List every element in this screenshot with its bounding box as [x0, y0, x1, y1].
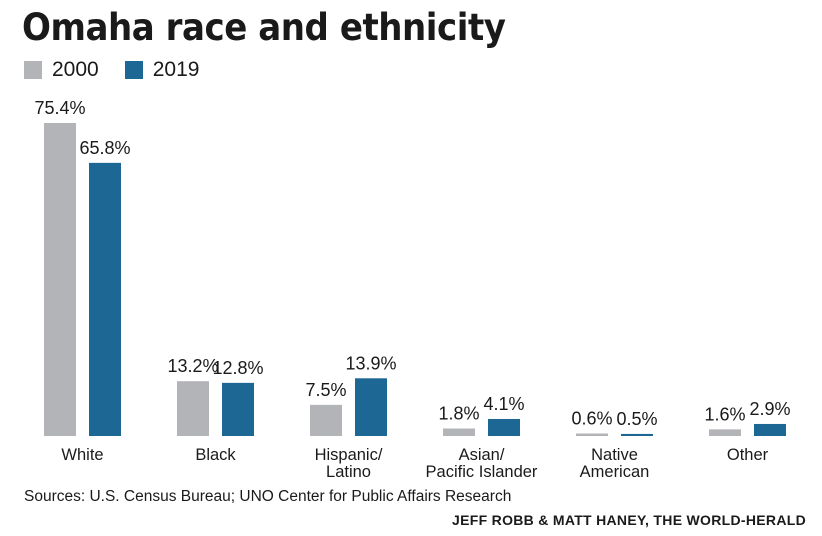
- legend-swatch-2019: [124, 61, 143, 79]
- bar-2000-2: [310, 404, 342, 436]
- category-label-5-0: Other: [727, 446, 769, 464]
- data-label-2019-5: 2.9%: [749, 399, 790, 419]
- bar-2019-5: [754, 423, 786, 436]
- chart-title: Omaha race and ethnicity: [22, 6, 506, 49]
- data-label-2019-1: 12.8%: [212, 358, 263, 378]
- bar-2019-0: [89, 162, 121, 437]
- bar-2000-3: [443, 428, 475, 436]
- data-label-2000-1: 13.2%: [167, 356, 218, 376]
- data-label-2000-5: 1.6%: [704, 404, 745, 424]
- legend-label-2019: 2019: [152, 58, 200, 81]
- category-label-4-0: Native: [591, 446, 638, 464]
- category-label-2-1: Latino: [326, 463, 371, 481]
- data-label-2019-2: 13.9%: [345, 353, 396, 373]
- bar-2019-3: [488, 418, 520, 436]
- category-label-1-0: Black: [195, 446, 236, 464]
- bar-2000-5: [709, 429, 741, 436]
- legend-item-2000: 2000: [24, 58, 99, 82]
- bar-2000-0: [44, 123, 76, 436]
- data-label-2000-3: 1.8%: [438, 404, 479, 424]
- bar-2000-1: [177, 381, 209, 436]
- bar-2019-2: [355, 378, 387, 436]
- legend-swatch-2000: [24, 61, 42, 79]
- source-note: Sources: U.S. Census Bureau; UNO Center …: [24, 488, 512, 505]
- data-label-2000-0: 75.4%: [34, 98, 85, 118]
- data-label-2019-3: 4.1%: [483, 394, 524, 414]
- category-label-3-1: Pacific Islander: [426, 463, 538, 481]
- data-label-2019-4: 0.5%: [616, 409, 657, 429]
- category-label-2-0: Hispanic/: [315, 446, 383, 464]
- data-label-2000-2: 7.5%: [305, 380, 346, 400]
- category-label-0-0: White: [61, 446, 103, 464]
- data-label-2019-0: 65.8%: [79, 138, 130, 158]
- category-label-4-1: American: [580, 463, 650, 481]
- legend-item-2019: 2019: [124, 58, 200, 82]
- legend: 2000 2019: [24, 58, 225, 82]
- bar-2019-4: [621, 433, 653, 436]
- category-label-3-0: Asian/: [459, 446, 505, 464]
- bar-2000-4: [576, 433, 608, 436]
- credit-line: JEFF ROBB & MATT HANEY, THE WORLD-HERALD: [452, 512, 806, 528]
- data-label-2000-4: 0.6%: [571, 409, 612, 429]
- legend-label-2000: 2000: [52, 58, 99, 81]
- bar-2019-1: [222, 382, 254, 436]
